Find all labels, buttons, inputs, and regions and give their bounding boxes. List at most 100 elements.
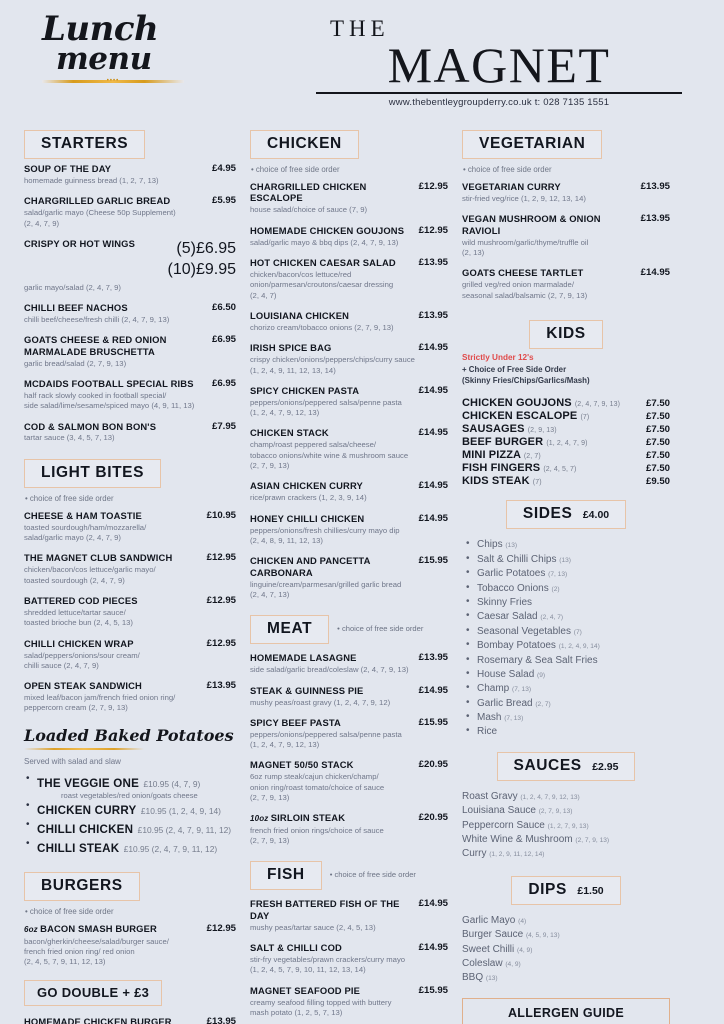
item-allergens: (2, 4, 7) xyxy=(540,614,564,622)
menu-item: COD & SALMON BON BON'S £7.95 tartar sauce … xyxy=(24,420,236,443)
menu-item: SALT & CHILLI COD £14.95 stir-fry vegetabl… xyxy=(250,941,448,975)
dips-price: £1.50 xyxy=(577,884,604,897)
kids-item-allergens: (2, 7) xyxy=(523,453,541,461)
section-title: LIGHT BITES xyxy=(41,463,145,481)
vegetarian-free-side-note: • choice of free side order xyxy=(463,165,552,174)
menu-item-name: HOMEMADE LASAGNE xyxy=(250,652,357,664)
item-allergens: (2, 7, 9, 13) xyxy=(575,837,610,845)
kids-item-price: £7.50 xyxy=(645,424,670,436)
menu-item-description: stir-fried veg/rice (1, 2, 9, 12, 13, 14… xyxy=(462,193,586,203)
menu-item-description: chicken/bacon/cos lettuce/red onion/parme… xyxy=(250,270,394,300)
list-item: Rosemary & Sea Salt Fries xyxy=(462,652,670,668)
sauces-list: Roast Gravy (1, 2, 4, 7, 9, 12, 13) Louis… xyxy=(462,790,670,862)
menu-item: GOATS CHEESE & RED ONION MARMALADE BRUSC… xyxy=(24,334,236,368)
section-header-sauces: SAUCES £2.95 xyxy=(496,751,636,781)
menu-item-name: MCDAIDS FOOTBALL SPECIAL RIBS xyxy=(24,377,194,389)
list-item: Curry (1, 2, 9, 11, 12, 14) xyxy=(462,848,545,860)
kids-item-price: £7.50 xyxy=(645,411,670,423)
list-item: Rice xyxy=(462,724,670,739)
menu-item: VEGETARIAN CURRY £13.95 stir-fried veg/ric… xyxy=(462,181,670,203)
menu-item-name: GOATS CHEESE & RED ONION MARMALADE BRUSC… xyxy=(24,334,167,357)
menu-item-name: BATTERED COD PIECES xyxy=(24,594,138,606)
section-header-loaded-potatoes: Loaded Baked Potatoes xyxy=(24,725,234,745)
kids-menu-item: SAUSAGES (2, 9, 13) £7.50 xyxy=(462,423,670,435)
divider-dots: •••• xyxy=(106,77,120,84)
menu-item-description: homemade guinness bread (1, 2, 7, 13) xyxy=(24,175,159,185)
script-logo: Lunch menu xyxy=(42,12,310,78)
item-allergens: (2) xyxy=(551,585,560,593)
menu-item-name: CHARGRILLED GARLIC BREAD xyxy=(24,195,171,207)
menu-item-description: chicken/bacon/cos lettuce/garlic mayo/to… xyxy=(24,565,156,585)
section-title: KIDS xyxy=(546,324,586,342)
menu-item-description: chorizo cream/tobacco onions (2, 7, 9, 1… xyxy=(250,322,394,332)
list-item: CHICKEN CURRY £10.95 (1, 2, 4, 9, 14) xyxy=(24,800,236,819)
menu-item-name: SPICY CHICKEN PASTA xyxy=(250,384,360,396)
kids-item-allergens: (7) xyxy=(532,479,542,487)
kids-item-name: CHICKEN GOUJONS (2, 4, 7, 9, 13) xyxy=(462,397,621,410)
fish-free-side-note: • choice of free side order xyxy=(329,870,416,880)
gold-divider: •••• xyxy=(42,77,184,84)
list-item: CHILLI CHICKEN £10.95 (2, 4, 7, 9, 11, 1… xyxy=(24,819,236,838)
menu-item-price: £12.95 xyxy=(206,923,236,935)
menu-item-description: salad/peppers/onions/sour cream/chilli s… xyxy=(24,650,140,670)
list-item: Peppercorn Sauce (1, 2, 7, 9, 13) xyxy=(462,819,589,831)
menu-item: THE MAGNET CLUB SANDWICH £12.95 chicken/ba… xyxy=(24,552,236,585)
menu-item: CHEESE & HAM TOASTIE £10.95 toasted sourdo… xyxy=(24,509,236,543)
list-item: Chips (13) xyxy=(462,537,670,552)
dips-list: Garlic Mayo (4) Burger Sauce (4, 5, 9, 13… xyxy=(462,914,670,986)
menu-item: CHICKEN STACK £14.95 champ/roast peppered … xyxy=(250,427,448,470)
list-item: Salt & Chilli Chips (13) xyxy=(462,552,670,567)
section-header-dips: DIPS £1.50 xyxy=(511,875,621,905)
menu-item-name: THE MAGNET CLUB SANDWICH xyxy=(24,552,173,564)
list-item: Mash (7, 13) xyxy=(462,710,670,725)
menu-item: CRISPY OR HOT WINGS (5)£6.95 (10)£9.95 garl… xyxy=(24,237,236,292)
menu-item-name: FRESH BATTERED FISH OF THE DAY xyxy=(250,898,400,921)
potato-price: £10.95 (4, 7, 9) xyxy=(143,779,201,790)
kids-item-name: CHICKEN ESCALOPE (7) xyxy=(462,410,590,423)
item-allergens: (7, 13) xyxy=(504,715,524,723)
menu-item-price: £13.95 xyxy=(206,1016,236,1024)
potato-name: CHILLI CHICKEN xyxy=(37,823,134,837)
kids-menu-item: BEEF BURGER (1, 2, 4, 7, 9) £7.50 xyxy=(462,436,670,448)
menu-item: CHILLI CHICKEN WRAP £12.95 salad/peppers/o… xyxy=(24,637,236,670)
item-allergens: (1, 2, 4, 9, 14) xyxy=(558,643,600,651)
menu-item-description: 6oz rump steak/cajun chicken/champ/onion… xyxy=(250,772,385,802)
menu-item-name: HOMEMADE CHICKEN GOUJONS xyxy=(250,224,405,236)
menu-item: STEAK & GUINNESS PIE £14.95 mushy peas/roa… xyxy=(250,684,448,707)
menu-item-name: CHICKEN AND PANCETTA CARBONARA xyxy=(250,555,371,578)
light-bites-free-side-note: • choice of free side order xyxy=(25,493,114,503)
menu-item-description: peppers/onions/fresh chillies/curry mayo… xyxy=(250,525,400,545)
list-item: Seasonal Vegetables (7) xyxy=(462,624,670,639)
kids-item-allergens: (1, 2, 4, 7, 9) xyxy=(546,440,588,448)
list-item: Burger Sauce (4, 5, 9, 13) xyxy=(462,929,560,941)
logo-line-2: menu xyxy=(56,41,152,78)
menu-item-name: CHICKEN STACK xyxy=(250,427,329,439)
meat-list: HOMEMADE LASAGNE £13.95 side salad/garlic … xyxy=(250,652,448,846)
section-title: SIDES xyxy=(522,505,573,523)
menu-item-name: CHARGRILLED CHICKEN ESCALOPE xyxy=(250,181,367,204)
menu-item: 10oz SIRLOIN STEAK £20.95 french fried oni… xyxy=(250,812,448,845)
potato-price: £10.95 (2, 4, 7, 9, 11, 12) xyxy=(123,844,218,855)
menu-item-description: linguine/cream/parmesan/grilled garlic b… xyxy=(250,579,402,599)
menu-item-description: rice/prawn crackers (1, 2, 3, 9, 14) xyxy=(250,493,367,503)
menu-item-description: peppers/onions/peppered salsa/penne past… xyxy=(250,729,402,750)
sides-price: £4.00 xyxy=(582,509,610,522)
list-item: Coleslaw (4, 9) xyxy=(462,957,521,969)
menu-item: VEGAN MUSHROOM & ONION RAVIOLI £13.95 wild… xyxy=(462,213,670,258)
section-header-fish: FISH xyxy=(250,861,322,891)
item-allergens: (1, 2, 4, 7, 9, 12, 13) xyxy=(520,793,580,801)
go-double-badge[interactable]: GO DOUBLE + £3 xyxy=(24,980,163,1007)
menu-item: LOUISIANA CHICKEN £13.95 chorizo cream/tob… xyxy=(250,309,448,332)
brand-underline xyxy=(316,91,682,94)
burgers-list: 6oz BACON SMASH BURGER £12.95 bacon/gherki… xyxy=(24,923,236,1024)
kids-menu-item: MINI PIZZA (2, 7) £7.50 xyxy=(462,449,670,461)
menu-item: CHILLI BEEF NACHOS £6.50 chilli beef/chees… xyxy=(24,301,236,324)
menu-item-name: MAGNET 50/50 STACK xyxy=(250,759,354,771)
list-item: Caesar Salad (2, 4, 7) xyxy=(462,609,670,624)
menu-item-name: HOT CHICKEN CAESAR SALAD xyxy=(250,257,396,269)
menu-item-description: garlic bread/salad (2, 7, 9, 13) xyxy=(24,358,127,368)
potato-price: £10.95 (1, 2, 4, 9, 14) xyxy=(140,806,221,817)
section-title: FISH xyxy=(267,866,305,884)
menu-item-name: 10oz SIRLOIN STEAK xyxy=(250,812,346,824)
section-title: CHICKEN xyxy=(267,135,342,152)
